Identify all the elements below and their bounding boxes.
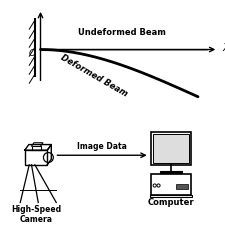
Text: High-Speed
Camera: High-Speed Camera	[11, 205, 61, 224]
Bar	[32, 146, 40, 150]
Bar	[160, 171, 182, 173]
Bar	[25, 150, 47, 165]
Bar	[153, 134, 189, 163]
Text: X: X	[223, 43, 225, 53]
Bar	[150, 195, 192, 197]
Bar	[151, 174, 191, 195]
Text: Image Data: Image Data	[77, 142, 127, 151]
Text: Y: Y	[34, 0, 40, 2]
Bar	[151, 132, 191, 165]
Text: O: O	[29, 50, 36, 58]
Text: Computer: Computer	[148, 198, 194, 207]
Text: Deformed Beam: Deformed Beam	[59, 53, 130, 98]
Bar	[176, 184, 189, 189]
Text: Undeformed Beam: Undeformed Beam	[78, 28, 165, 37]
